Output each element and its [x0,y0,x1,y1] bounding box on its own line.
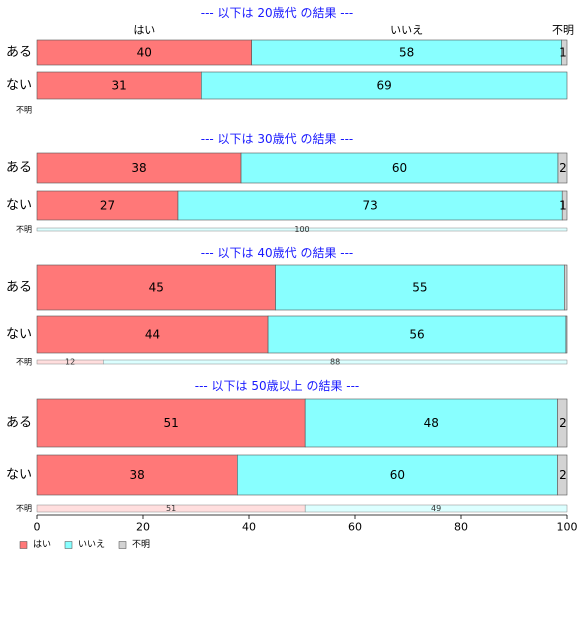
bar-segment-fumei [557,152,568,184]
unknown-segment-iie [36,227,568,232]
data-label: 58 [399,46,414,60]
header-label-iie: いいえ [390,24,423,37]
bar-segment-iie [275,264,565,311]
data-label: 51 [163,416,178,430]
x-tick-label: 0 [34,521,41,534]
legend-label: いいえ [78,539,105,550]
row-label: ない [6,198,32,213]
panel-title: --- 以下は 20歳代 の結果 --- [201,6,354,20]
bar-segment-hai [36,39,252,66]
unknown-row-label: 不明 [16,106,32,115]
unknown-segment-iie [304,504,568,513]
panel-title: --- 以下は 30歳代 の結果 --- [201,132,354,146]
bar-segment-iie [201,71,568,100]
panel-title: --- 以下は 40歳代 の結果 --- [201,246,354,260]
bar-segment-hai [36,315,269,354]
unknown-row-label: 不明 [16,358,32,367]
unknown-data-label: 88 [330,358,340,367]
bar-segment-fumei [561,39,568,66]
data-label: 1 [559,46,567,60]
row-label: ある [6,161,32,176]
unknown-data-label: 100 [294,225,309,234]
row-label: ある [6,280,32,295]
data-label: 2 [559,416,567,430]
data-label: 60 [390,468,405,482]
bar-segment-iie [237,454,558,496]
bar-segment-fumei [557,398,568,448]
header-label-hai: はい [133,24,155,37]
data-label: 69 [377,79,392,93]
x-tick-label: 60 [348,521,362,534]
unknown-data-label: 51 [166,504,176,513]
x-tick-label: 40 [242,521,256,534]
bar-segment-iie [267,315,567,354]
data-label: 2 [559,161,567,175]
bar-segment-hai [36,398,306,448]
bar-segment-hai [36,152,242,184]
data-label: 38 [131,161,146,175]
data-label: 56 [409,328,424,342]
data-label: 44 [145,328,160,342]
unknown-row-label: 不明 [16,504,32,513]
data-label: 2 [559,468,567,482]
row-label: ない [6,468,32,483]
data-label: 55 [412,281,427,295]
bar-segment-fumei [561,190,568,221]
row-label: ない [6,78,32,93]
legend-swatch-fumei [118,541,127,549]
legend-swatch-iie [64,541,73,549]
data-label: 48 [424,416,439,430]
data-label: 38 [130,468,145,482]
data-label: 73 [362,199,377,213]
header-label-fumei: 不明 [552,24,574,37]
row-label: ない [6,327,32,342]
x-tick-label: 20 [136,521,150,534]
row-label: ある [6,45,32,60]
bar-segment-iie [304,398,558,448]
bar-segment-fumei [564,264,568,311]
bar-segment-hai [36,190,179,221]
unknown-row-label: 不明 [16,225,32,234]
bar-segment-hai [36,454,238,496]
row-label: ある [6,416,32,431]
unknown-segment-iie [103,359,568,365]
x-tick-label: 100 [557,521,578,534]
panel-title: --- 以下は 50歳以上 の結果 --- [195,379,360,393]
data-label: 45 [149,281,164,295]
unknown-data-label: 49 [431,504,441,513]
bar-segment-iie [240,152,559,184]
data-label: 27 [100,199,115,213]
unknown-data-label: 12 [65,358,75,367]
legend-swatch-hai [19,541,28,549]
legend-label: はい [33,539,51,550]
data-label: 60 [392,161,407,175]
data-label: 40 [137,46,152,60]
data-label: 1 [559,199,567,213]
bar-segment-fumei [557,454,568,496]
bar-segment-iie [251,39,562,66]
x-tick-label: 80 [454,521,468,534]
data-label: 31 [112,79,127,93]
legend-label: 不明 [132,539,150,550]
bar-segment-iie [177,190,563,221]
bar-segment-fumei [565,315,568,354]
